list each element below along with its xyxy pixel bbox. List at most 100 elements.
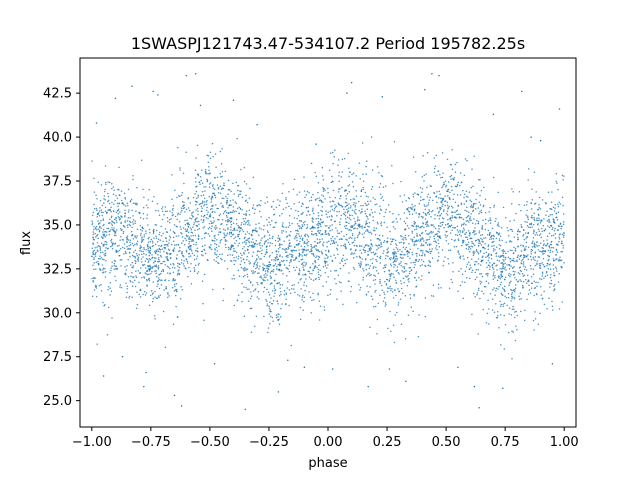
data-point <box>523 274 526 277</box>
data-point <box>169 210 171 212</box>
data-point <box>186 235 188 238</box>
data-point <box>318 264 320 267</box>
data-point <box>421 254 423 256</box>
data-point <box>201 182 204 184</box>
data-point <box>339 267 342 270</box>
data-point <box>316 242 319 244</box>
data-point <box>277 268 280 271</box>
data-point <box>480 281 483 283</box>
data-point <box>143 252 145 255</box>
data-point <box>256 264 259 267</box>
data-point <box>511 188 513 190</box>
data-point <box>202 302 204 305</box>
data-point <box>281 248 284 250</box>
data-point <box>136 240 139 242</box>
data-point <box>513 296 515 299</box>
data-point <box>222 206 225 209</box>
data-point <box>350 225 352 228</box>
data-point <box>468 261 470 264</box>
data-point <box>395 279 397 281</box>
data-point <box>483 252 485 255</box>
data-point <box>316 238 319 240</box>
data-point <box>266 300 268 302</box>
data-point <box>536 217 538 219</box>
data-point <box>465 266 468 268</box>
data-point <box>557 259 560 262</box>
data-point <box>381 175 384 178</box>
data-point <box>276 256 278 259</box>
data-point <box>444 234 447 236</box>
data-point <box>240 266 243 269</box>
data-point <box>285 293 288 296</box>
data-point <box>127 239 130 241</box>
data-point <box>262 228 265 231</box>
data-point <box>498 326 500 329</box>
data-point <box>141 253 143 256</box>
data-point <box>391 165 393 167</box>
data-point <box>120 222 122 225</box>
data-point <box>311 220 313 222</box>
data-point <box>296 233 298 235</box>
data-point <box>520 270 523 273</box>
data-point <box>358 262 360 265</box>
data-point <box>401 257 403 260</box>
data-point <box>379 280 381 283</box>
data-point <box>491 241 493 244</box>
data-point <box>104 188 106 191</box>
data-point <box>158 279 161 281</box>
data-point <box>330 288 332 291</box>
data-point <box>462 255 464 257</box>
data-point <box>562 247 564 249</box>
data-point <box>373 227 375 229</box>
y-tick-label: 25.0 <box>43 394 72 409</box>
data-point <box>250 234 253 236</box>
data-point <box>192 196 195 199</box>
data-point <box>416 232 418 235</box>
data-point <box>355 202 357 204</box>
data-point <box>168 279 170 282</box>
data-point <box>505 269 507 271</box>
data-point <box>120 286 123 289</box>
data-point <box>239 263 242 266</box>
data-point <box>546 239 548 241</box>
data-point <box>246 288 248 290</box>
data-point <box>107 288 109 291</box>
data-point <box>376 249 378 251</box>
data-point <box>477 244 480 247</box>
data-point <box>114 217 117 219</box>
data-point <box>371 169 374 171</box>
data-point <box>526 209 528 212</box>
data-point <box>219 231 222 234</box>
data-point <box>539 242 542 244</box>
data-point <box>327 264 329 266</box>
data-point <box>99 267 101 270</box>
data-point <box>504 266 506 268</box>
data-point <box>348 217 351 219</box>
data-point <box>344 218 347 220</box>
data-point <box>324 233 327 235</box>
data-point <box>200 179 202 182</box>
data-point <box>160 262 162 265</box>
data-point <box>205 201 207 203</box>
data-point <box>398 213 400 216</box>
data-point <box>563 232 565 234</box>
data-point <box>242 258 245 261</box>
data-point <box>201 250 204 253</box>
data-point <box>493 240 495 243</box>
data-point <box>324 257 326 260</box>
data-point <box>317 271 320 273</box>
data-point <box>412 225 415 227</box>
data-point <box>376 255 379 258</box>
data-point <box>241 282 243 285</box>
data-point <box>498 232 501 235</box>
data-point <box>317 258 320 261</box>
data-point <box>177 214 179 216</box>
data-point <box>548 245 551 247</box>
data-point <box>248 209 251 211</box>
data-point <box>437 212 440 214</box>
data-point <box>266 230 269 232</box>
data-point <box>141 238 143 240</box>
data-point <box>309 272 311 275</box>
data-point <box>154 243 157 246</box>
data-point <box>478 201 481 203</box>
